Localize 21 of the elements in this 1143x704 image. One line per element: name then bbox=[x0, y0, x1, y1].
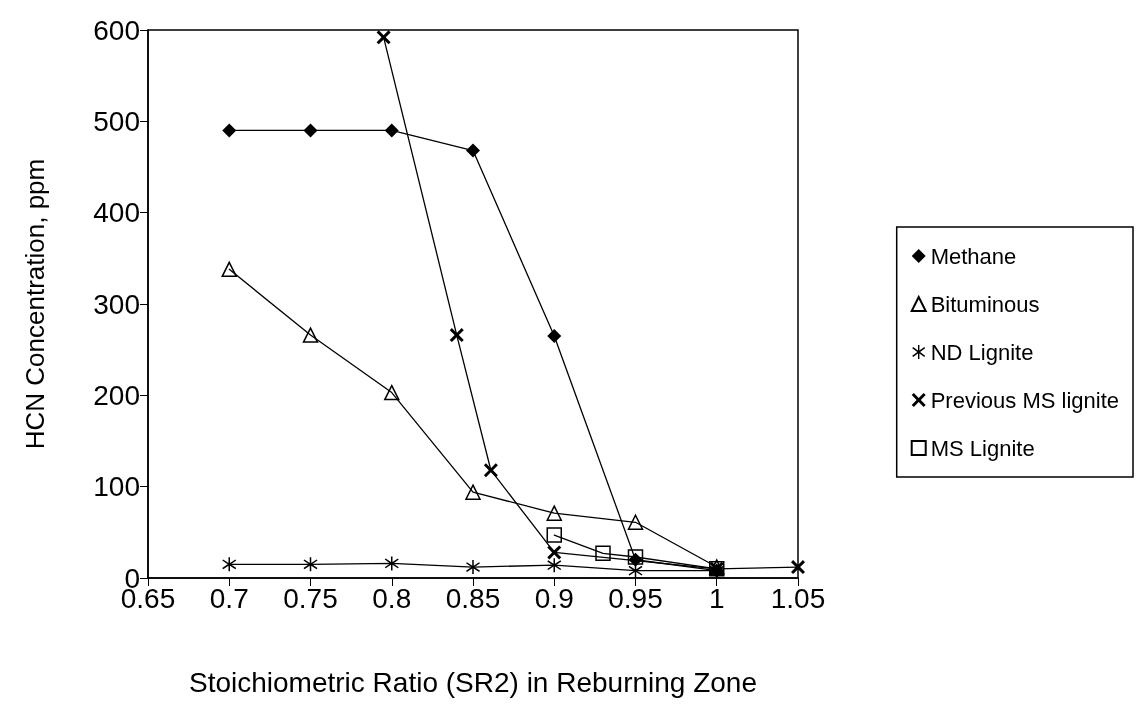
x-tick-label: 0.7 bbox=[209, 582, 249, 614]
x-tick-label: 1 bbox=[708, 582, 725, 614]
x-tick-label: 1.05 bbox=[770, 582, 826, 614]
x-tick-label: 0.75 bbox=[283, 582, 338, 614]
x-tick-label: 0.9 bbox=[534, 582, 574, 614]
legend-label: MS Lignite bbox=[930, 435, 1035, 461]
y-tick-label: 200 bbox=[93, 379, 140, 411]
x-tick-label: 0.95 bbox=[608, 582, 663, 614]
legend-label: Bituminous bbox=[930, 291, 1040, 317]
y-axis-title: HCN Concentration, ppm bbox=[20, 158, 50, 450]
legend-label: ND Lignite bbox=[930, 339, 1034, 365]
y-tick-label: 500 bbox=[93, 105, 140, 137]
y-tick-label: 400 bbox=[93, 197, 140, 229]
x-axis-title: Stoichiometric Ratio (SR2) in Reburning Zone bbox=[188, 666, 758, 698]
y-tick-label: 100 bbox=[93, 471, 140, 503]
legend-label: Previous MS lignite bbox=[930, 387, 1120, 413]
legend-label: Methane bbox=[930, 243, 1017, 269]
x-tick-label: 0.8 bbox=[372, 582, 412, 614]
y-tick-label: 600 bbox=[93, 14, 140, 46]
x-tick-label: 0.85 bbox=[445, 582, 501, 614]
y-tick-label: 300 bbox=[93, 288, 140, 320]
